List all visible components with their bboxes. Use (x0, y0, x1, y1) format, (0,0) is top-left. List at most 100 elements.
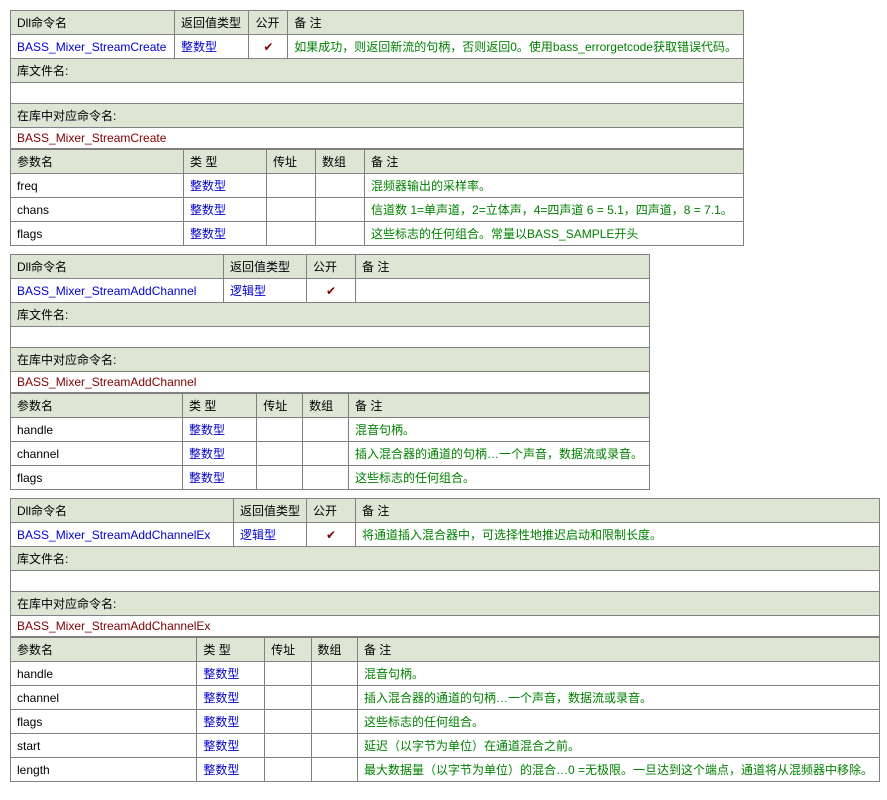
table-row: 在库中对应命令名: (11, 348, 650, 372)
param-array (316, 174, 365, 198)
return-type: 整数型 (174, 35, 248, 59)
param-name: handle (11, 418, 183, 442)
param-byref (265, 758, 311, 782)
col-rettype: 返回值类型 (224, 255, 307, 279)
col-array: 数组 (303, 394, 349, 418)
param-name: freq (11, 174, 184, 198)
param-name: chans (11, 198, 184, 222)
cmd-remark (356, 279, 650, 303)
lib-file-label: 库文件名: (11, 59, 744, 83)
param-type: 整数型 (183, 442, 257, 466)
param-array (303, 442, 349, 466)
table-row: BASS_Mixer_StreamAddChannelEx (11, 616, 880, 637)
table-row: 库文件名: (11, 303, 650, 327)
col-premark: 备 注 (348, 394, 649, 418)
empty-cell (11, 83, 744, 104)
param-table: 参数名类 型传址数组备 注handle整数型混音句柄。channel整数型插入混… (10, 637, 880, 782)
col-param: 参数名 (11, 638, 197, 662)
col-rettype: 返回值类型 (174, 11, 248, 35)
table-row: BASS_Mixer_StreamAddChannelEx逻辑型✔将通道插入混合… (11, 523, 880, 547)
dll-command-name: BASS_Mixer_StreamAddChannel (11, 279, 224, 303)
param-type: 整数型 (197, 758, 265, 782)
param-type: 整数型 (183, 418, 257, 442)
param-remark: 混音句柄。 (348, 418, 649, 442)
public-check: ✔ (307, 279, 356, 303)
col-type: 类 型 (197, 638, 265, 662)
param-byref (257, 442, 303, 466)
col-byref: 传址 (267, 150, 316, 174)
col-array: 数组 (316, 150, 365, 174)
col-dllcmd: Dll命令名 (11, 255, 224, 279)
table-row: 在库中对应命令名: (11, 104, 744, 128)
api-block: Dll命令名返回值类型公开备 注BASS_Mixer_StreamAddChan… (10, 498, 877, 782)
param-remark: 这些标志的任何组合。 (348, 466, 649, 490)
col-dllcmd: Dll命令名 (11, 11, 175, 35)
col-premark: 备 注 (365, 150, 744, 174)
table-row: 参数名类 型传址数组备 注 (11, 150, 744, 174)
table-row: handle整数型混音句柄。 (11, 662, 880, 686)
param-remark: 延迟（以字节为单位）在通道混合之前。 (357, 734, 879, 758)
param-byref (265, 686, 311, 710)
return-type: 逻辑型 (224, 279, 307, 303)
param-byref (267, 198, 316, 222)
param-remark: 这些标志的任何组合。常量以BASS_SAMPLE开头 (365, 222, 744, 246)
table-row: Dll命令名返回值类型公开备 注 (11, 11, 744, 35)
table-row: 库文件名: (11, 59, 744, 83)
param-name: flags (11, 466, 183, 490)
public-check: ✔ (307, 523, 356, 547)
table-row: Dll命令名返回值类型公开备 注 (11, 499, 880, 523)
param-byref (257, 418, 303, 442)
param-type: 整数型 (184, 198, 267, 222)
table-row: start整数型 延迟（以字节为单位）在通道混合之前。 (11, 734, 880, 758)
param-name: start (11, 734, 197, 758)
dll-command-name: BASS_Mixer_StreamCreate (11, 35, 175, 59)
cmd-table: Dll命令名返回值类型公开备 注BASS_Mixer_StreamAddChan… (10, 254, 650, 393)
param-type: 整数型 (184, 174, 267, 198)
param-byref (257, 466, 303, 490)
param-name: length (11, 758, 197, 782)
param-type: 整数型 (184, 222, 267, 246)
param-remark: 混频器输出的采样率。 (365, 174, 744, 198)
table-row: chans整数型 信道数 1=单声道，2=立体声，4=四声道 6 = 5.1，四声… (11, 198, 744, 222)
table-row: 参数名类 型传址数组备 注 (11, 638, 880, 662)
table-row: freq整数型 混频器输出的采样率。 (11, 174, 744, 198)
col-byref: 传址 (265, 638, 311, 662)
lib-cmd-label: 在库中对应命令名: (11, 348, 650, 372)
empty-cell (11, 571, 880, 592)
col-remark: 备 注 (288, 11, 744, 35)
param-type: 整数型 (197, 734, 265, 758)
col-public: 公开 (249, 11, 288, 35)
lib-cmd-label: 在库中对应命令名: (11, 592, 880, 616)
param-remark: 混音句柄。 (357, 662, 879, 686)
param-name: channel (11, 442, 183, 466)
param-byref (267, 222, 316, 246)
table-row: flags整数型这些标志的任何组合。常量以BASS_SAMPLE开头 (11, 222, 744, 246)
cmd-table: Dll命令名返回值类型公开备 注BASS_Mixer_StreamAddChan… (10, 498, 880, 637)
param-array (311, 686, 357, 710)
param-array (311, 758, 357, 782)
table-row: 在库中对应命令名: (11, 592, 880, 616)
cmd-remark: 将通道插入混合器中，可选择性地推迟启动和限制长度。 (356, 523, 880, 547)
lib-cmd-name: BASS_Mixer_StreamAddChannel (11, 372, 650, 393)
param-type: 整数型 (183, 466, 257, 490)
param-array (303, 466, 349, 490)
param-byref (265, 734, 311, 758)
cmd-remark: 如果成功，则返回新流的句柄，否则返回0。使用bass_errorgetcode获… (288, 35, 744, 59)
col-rettype: 返回值类型 (234, 499, 307, 523)
table-row (11, 327, 650, 348)
col-premark: 备 注 (357, 638, 879, 662)
param-byref (267, 174, 316, 198)
lib-file-label: 库文件名: (11, 303, 650, 327)
lib-cmd-name: BASS_Mixer_StreamAddChannelEx (11, 616, 880, 637)
col-param: 参数名 (11, 394, 183, 418)
api-block: Dll命令名返回值类型公开备 注BASS_Mixer_StreamCreate整… (10, 10, 877, 246)
col-remark: 备 注 (356, 499, 880, 523)
col-byref: 传址 (257, 394, 303, 418)
table-row: BASS_Mixer_StreamAddChannel (11, 372, 650, 393)
param-table: 参数名类 型传址数组备 注freq整数型混频器输出的采样率。chans整数型信道… (10, 149, 744, 246)
param-remark: 信道数 1=单声道，2=立体声，4=四声道 6 = 5.1，四声道，8 = 7.… (365, 198, 744, 222)
api-block: Dll命令名返回值类型公开备 注BASS_Mixer_StreamAddChan… (10, 254, 877, 490)
table-row: 参数名类 型传址数组备 注 (11, 394, 650, 418)
param-name: flags (11, 710, 197, 734)
table-row: handle整数型 混音句柄。 (11, 418, 650, 442)
